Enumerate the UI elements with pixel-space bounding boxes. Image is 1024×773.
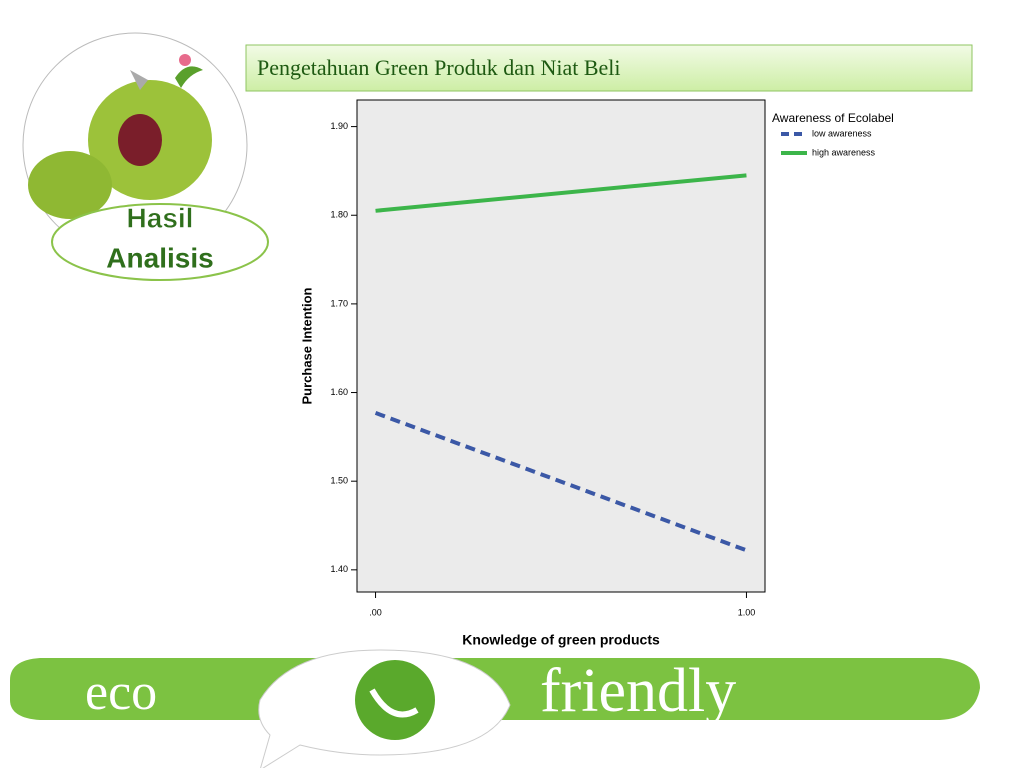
y-tick-label: 1.80 <box>330 210 348 220</box>
slide-title: Pengetahuan Green Produk dan Niat Beli <box>257 55 621 80</box>
x-tick-label: .00 <box>369 607 382 617</box>
badge-line: Analisis <box>106 242 213 273</box>
mascot <box>22 32 248 258</box>
x-axis-label: Knowledge of green products <box>462 632 660 648</box>
legend-title: Awareness of Ecolabel <box>772 111 894 125</box>
banner-right: friendly <box>540 657 736 725</box>
y-tick-label: 1.50 <box>330 476 348 486</box>
banner-left: eco <box>85 664 157 721</box>
y-tick-label: 1.60 <box>330 387 348 397</box>
chart: 1.40 1.50 1.60 1.70 1.80 1.90 .00 1.00 Knowledge… <box>299 99 894 648</box>
y-tick-label: 1.40 <box>330 564 348 574</box>
legend-label: low awareness <box>812 128 872 138</box>
y-tick-label: 1.70 <box>330 298 348 308</box>
x-tick-label: 1.00 <box>738 607 756 617</box>
badge-line: Hasil <box>127 202 194 233</box>
series-line <box>375 173 747 213</box>
y-axis-label: Purchase Intention <box>299 287 314 404</box>
y-tick-label: 1.90 <box>330 121 348 131</box>
banner: eco friendly <box>10 649 980 772</box>
title-box: Pengetahuan Green Produk dan Niat Beli <box>245 44 973 92</box>
badge: Hasil Analisis <box>51 202 269 281</box>
series-line <box>374 411 748 553</box>
plot-area <box>356 99 766 593</box>
legend-label: high awareness <box>812 147 876 157</box>
